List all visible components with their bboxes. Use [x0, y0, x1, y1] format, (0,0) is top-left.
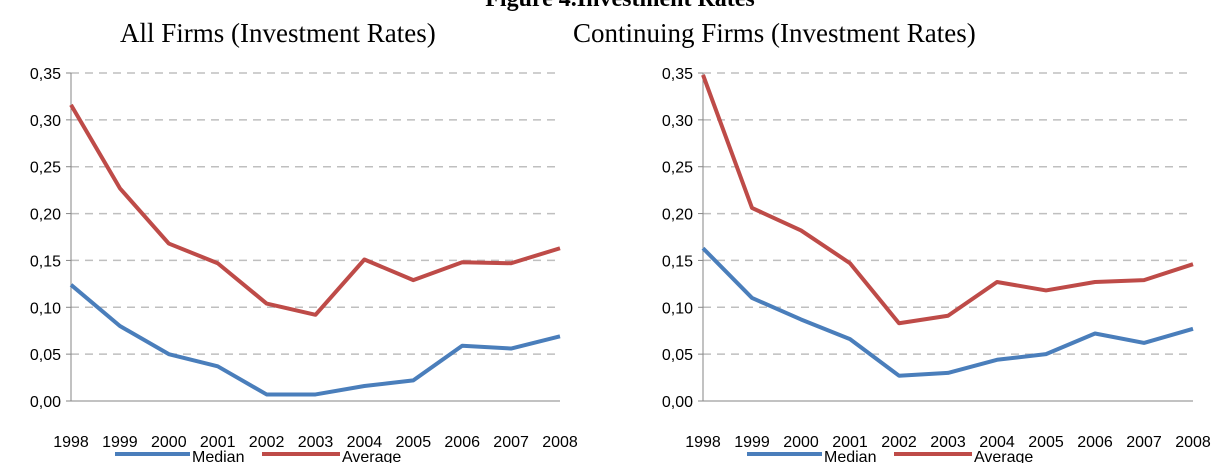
y-tick-label: 0,25	[662, 160, 693, 177]
y-tick-label: 0,05	[662, 347, 693, 364]
y-tick-label: 0,05	[30, 347, 61, 364]
x-tick-label: 2007	[493, 434, 529, 451]
y-tick-label: 0,35	[30, 66, 61, 83]
line	[701, 74, 1194, 326]
chart-title: All Firms (Investment Rates)	[120, 18, 436, 48]
x-tick-label: 2005	[396, 434, 432, 451]
line	[701, 246, 1194, 378]
line	[69, 283, 561, 397]
x-tick-label: 2000	[783, 434, 819, 451]
legend-label: Average	[974, 449, 1033, 463]
y-tick-label: 0,10	[662, 300, 693, 317]
x-tick-label: 2005	[1028, 434, 1064, 451]
y-tick-label: 0,35	[662, 66, 693, 83]
x-tick-label: 2007	[1126, 434, 1162, 451]
x-tick-label: 2008	[542, 434, 578, 451]
y-tick-label: 0,20	[30, 207, 61, 224]
y-tick-label: 0,30	[30, 113, 61, 130]
x-tick-label: 1998	[685, 434, 721, 451]
legend-label: Median	[824, 449, 876, 463]
y-tick-label: 0,15	[30, 253, 61, 270]
chart-title: Continuing Firms (Investment Rates)	[573, 18, 976, 48]
x-tick-label: 1998	[53, 434, 89, 451]
figure-title: Figure 4.Investment Rates	[485, 0, 755, 12]
legend-label: Average	[342, 449, 401, 463]
legend-label: Median	[192, 449, 244, 463]
y-tick-label: 0,10	[30, 300, 61, 317]
x-tick-label: 2004	[979, 434, 1015, 451]
x-tick-label: 2006	[444, 434, 480, 451]
x-tick-label: 2004	[347, 434, 383, 451]
y-tick-label: 0,20	[662, 207, 693, 224]
x-tick-label: 2006	[1077, 434, 1113, 451]
y-tick-label: 0,00	[662, 394, 693, 411]
x-tick-label: 2003	[930, 434, 966, 451]
x-tick-label: 2001	[200, 434, 236, 451]
x-tick-label: 2002	[249, 434, 285, 451]
y-tick-label: 0,15	[662, 253, 693, 270]
x-tick-label: 2000	[151, 434, 187, 451]
x-tick-label: 2001	[832, 434, 868, 451]
x-tick-label: 2002	[881, 434, 917, 451]
y-tick-label: 0,00	[30, 394, 61, 411]
x-tick-label: 2008	[1175, 434, 1211, 451]
line	[69, 103, 561, 317]
y-tick-label: 0,30	[662, 113, 693, 130]
y-tick-label: 0,25	[30, 160, 61, 177]
x-tick-label: 1999	[734, 434, 770, 451]
x-tick-label: 2003	[298, 434, 334, 451]
x-tick-label: 1999	[102, 434, 138, 451]
